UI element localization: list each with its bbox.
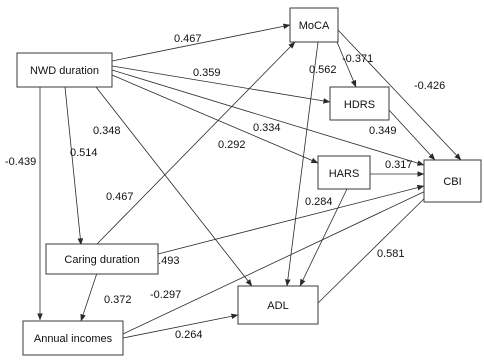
- edge-nwd-cbi: [111, 69, 425, 166]
- coef-caring-cbi: 0.493: [152, 255, 180, 267]
- node-label: HARS: [329, 168, 360, 180]
- node-hdrs: HDRS: [329, 86, 390, 121]
- node-adl: ADL: [237, 285, 319, 325]
- coef-caring-income: 0.372: [104, 294, 132, 306]
- coef-hdrs-cbi: 0.349: [369, 125, 397, 137]
- coef-moca-cbi: -0.426: [414, 80, 445, 92]
- coef-income-adl: 0.264: [175, 329, 203, 341]
- edge-income-adl: [122, 313, 239, 339]
- edge-caring-moca: [96, 41, 296, 245]
- node-hars: HARS: [317, 155, 371, 190]
- node-label: ADL: [267, 300, 288, 312]
- edge-moca-adl: [285, 41, 319, 287]
- coef-nwd-adl: 0.348: [93, 125, 121, 137]
- coef-moca-adl: 0.562: [309, 64, 337, 76]
- node-label: NWD duration: [30, 65, 99, 77]
- node-label: MoCA: [299, 20, 330, 32]
- edge-income-cbi: [122, 187, 433, 335]
- coef-nwd-hdrs: 0.359: [193, 67, 221, 79]
- edge-caring-cbi: [157, 184, 425, 255]
- edge-moca-cbi: [337, 29, 462, 161]
- node-moca: MoCA: [289, 7, 339, 43]
- node-nwd-duration: NWD duration: [16, 52, 113, 88]
- coef-nwd-caring: 0.514: [70, 147, 98, 159]
- coef-nwd-hars: 0.292: [218, 139, 246, 151]
- edge-nwd-moca: [111, 23, 291, 62]
- node-caring-duration: Caring duration: [45, 243, 159, 275]
- node-cbi: CBI: [423, 159, 482, 203]
- node-label: Caring duration: [64, 254, 139, 266]
- node-label: HDRS: [344, 99, 375, 111]
- coef-nwd-cbi: 0.334: [253, 122, 281, 134]
- edge-nwd-hdrs: [111, 65, 331, 104]
- node-label: CBI: [443, 176, 461, 188]
- coef-income-cbi: -0.297: [150, 289, 181, 301]
- edge-adl-cbi: [317, 187, 436, 304]
- edge-hars-adl: [299, 188, 348, 287]
- coef-caring-moca: 0.467: [106, 191, 134, 203]
- coef-moca-hdrs: -0.371: [342, 53, 373, 65]
- node-annual-incomes: Annual incomes: [22, 320, 124, 356]
- coef-nwd-moca: 0.467: [174, 33, 202, 45]
- coef-adl-cbi: 0.581: [377, 248, 405, 260]
- coef-nwd-income: -0.439: [5, 156, 36, 168]
- edge-caring-income: [80, 272, 98, 322]
- coef-hars-cbi: 0.317: [385, 159, 413, 171]
- edge-nwd-hars: [111, 74, 319, 164]
- edge-hdrs-cbi: [388, 109, 436, 161]
- edge-moca-hdrs: [336, 41, 357, 88]
- edge-nwd-caring: [64, 86, 84, 246]
- node-label: Annual incomes: [34, 333, 113, 345]
- edge-nwd-adl: [95, 86, 253, 287]
- coef-hars-adl: 0.284: [305, 196, 333, 208]
